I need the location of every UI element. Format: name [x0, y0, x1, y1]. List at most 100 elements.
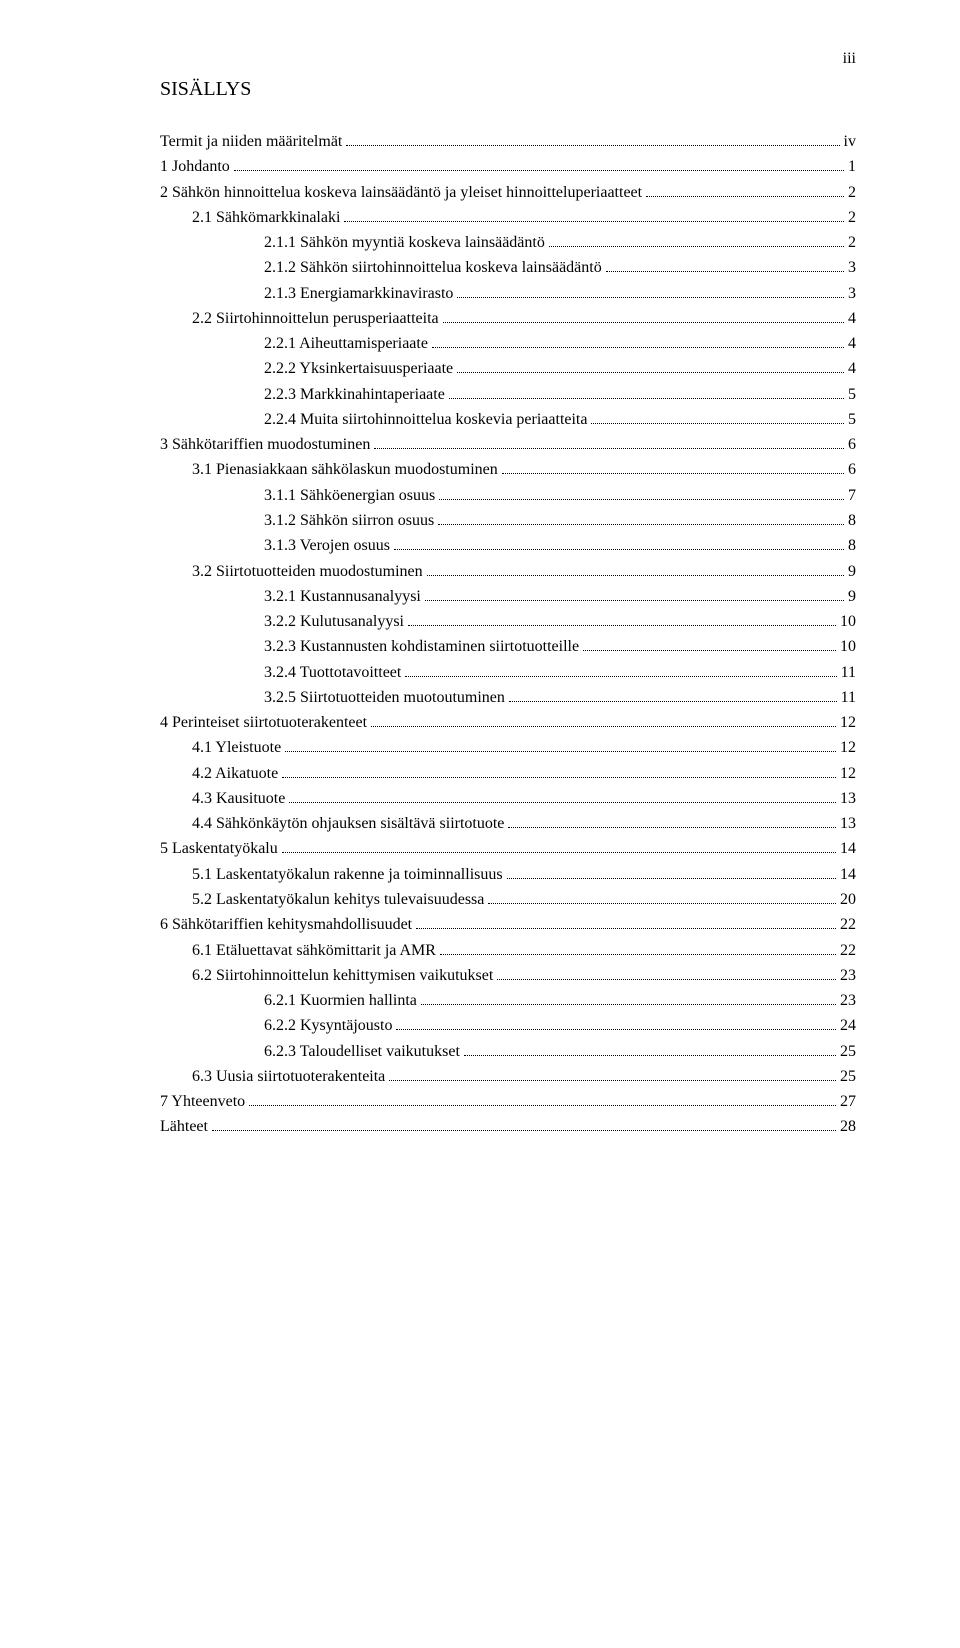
toc-entry-page: 2 [848, 230, 856, 255]
toc-entry-page: 12 [840, 735, 856, 760]
toc-leader-dots [416, 928, 836, 929]
toc-entry-page: 6 [848, 432, 856, 457]
toc-entry-page: 2 [848, 205, 856, 230]
toc-entry-page: 3 [848, 281, 856, 306]
toc-row: 7 Yhteenveto27 [160, 1089, 856, 1114]
toc-row: 4.4 Sähkönkäytön ohjauksen sisältävä sii… [160, 811, 856, 836]
toc-entry-page: 20 [840, 887, 856, 912]
toc-leader-dots [464, 1055, 836, 1056]
toc-entry-label: 2.2 Siirtohinnoittelun perusperiaatteita [192, 306, 439, 331]
toc-entry-page: 6 [848, 457, 856, 482]
toc-entry-label: 6.2.2 Kysyntäjousto [264, 1013, 392, 1038]
toc-row: 2.2 Siirtohinnoittelun perusperiaatteita… [160, 306, 856, 331]
toc-row: 2.2.3 Markkinahintaperiaate 5 [160, 382, 856, 407]
toc-row: 5.2 Laskentatyökalun kehitys tulevaisuud… [160, 887, 856, 912]
toc-leader-dots [439, 499, 844, 500]
toc-entry-label: 2.2.3 Markkinahintaperiaate [264, 382, 445, 407]
toc-entry-label: 3.2.1 Kustannusanalyysi [264, 584, 421, 609]
toc-row: 6.2.2 Kysyntäjousto 24 [160, 1013, 856, 1038]
toc-leader-dots [438, 524, 844, 525]
toc-entry-page: 8 [848, 508, 856, 533]
toc-entry-page: 9 [848, 584, 856, 609]
toc-leader-dots [549, 246, 844, 247]
toc-leader-dots [282, 777, 836, 778]
toc-row: 3.2.5 Siirtotuotteiden muotoutuminen11 [160, 685, 856, 710]
toc-row: 3.2.3 Kustannusten kohdistaminen siirtot… [160, 634, 856, 659]
toc-leader-dots [212, 1130, 836, 1131]
toc-leader-dots [346, 145, 839, 146]
toc-leader-dots [509, 701, 837, 702]
toc-entry-label: 1 Johdanto [160, 154, 230, 179]
toc-leader-dots [591, 423, 844, 424]
toc-entry-page: 22 [840, 938, 856, 963]
toc-leader-dots [502, 473, 844, 474]
toc-entry-page: 28 [840, 1114, 856, 1139]
toc-entry-label: 3.1.3 Verojen osuus [264, 533, 390, 558]
toc-row: 3.1.1 Sähköenergian osuus7 [160, 483, 856, 508]
toc-leader-dots [282, 852, 836, 853]
toc-row: 6.2.3 Taloudelliset vaikutukset 25 [160, 1039, 856, 1064]
page-number: iii [843, 50, 856, 68]
toc-entry-page: 5 [848, 382, 856, 407]
toc-row: Lähteet28 [160, 1114, 856, 1139]
toc-entry-label: 5 Laskentatyökalu [160, 836, 278, 861]
toc-row: 6.1 Etäluettavat sähkömittarit ja AMR22 [160, 938, 856, 963]
toc-leader-dots [374, 448, 844, 449]
toc-entry-label: 6.2.1 Kuormien hallinta [264, 988, 417, 1013]
toc-leader-dots [396, 1029, 836, 1030]
toc-entry-page: 11 [841, 685, 856, 710]
toc-leader-dots [440, 954, 836, 955]
toc-entry-label: 7 Yhteenveto [160, 1089, 245, 1114]
toc-leader-dots [427, 575, 844, 576]
toc-entry-label: 4.1 Yleistuote [192, 735, 281, 760]
toc-entry-label: 3 Sähkötariffien muodostuminen [160, 432, 370, 457]
table-of-contents: Termit ja niiden määritelmätiv1 Johdanto… [160, 129, 856, 1140]
toc-entry-label: 2 Sähkön hinnoittelua koskeva lainsäädän… [160, 180, 642, 205]
toc-entry-page: 25 [840, 1039, 856, 1064]
toc-leader-dots [425, 600, 844, 601]
toc-entry-page: 10 [840, 634, 856, 659]
toc-row: 4 Perinteiset siirtotuoterakenteet12 [160, 710, 856, 735]
toc-leader-dots [488, 903, 836, 904]
toc-entry-page: 1 [848, 154, 856, 179]
toc-entry-page: 22 [840, 912, 856, 937]
toc-row: 3 Sähkötariffien muodostuminen 6 [160, 432, 856, 457]
toc-entry-label: 4.3 Kausituote [192, 786, 285, 811]
toc-leader-dots [389, 1080, 836, 1081]
toc-row: 2 Sähkön hinnoittelua koskeva lainsäädän… [160, 180, 856, 205]
toc-entry-page: 24 [840, 1013, 856, 1038]
toc-leader-dots [285, 751, 836, 752]
toc-entry-page: 4 [848, 306, 856, 331]
toc-entry-label: 6 Sähkötariffien kehitysmahdollisuudet [160, 912, 412, 937]
toc-leader-dots [497, 979, 836, 980]
toc-entry-label: 6.2.3 Taloudelliset vaikutukset [264, 1039, 460, 1064]
toc-entry-page: 10 [840, 609, 856, 634]
toc-leader-dots [234, 170, 844, 171]
toc-leader-dots [432, 347, 844, 348]
toc-entry-page: 12 [840, 761, 856, 786]
toc-row: 2.2.4 Muita siirtohinnoittelua koskevia … [160, 407, 856, 432]
toc-entry-label: 3.1.2 Sähkön siirron osuus [264, 508, 434, 533]
toc-entry-page: 25 [840, 1064, 856, 1089]
toc-entry-label: 3.2 Siirtotuotteiden muodostuminen [192, 559, 423, 584]
toc-row: 3.2.2 Kulutusanalyysi10 [160, 609, 856, 634]
toc-leader-dots [606, 271, 844, 272]
toc-row: 3.2.4 Tuottotavoitteet11 [160, 660, 856, 685]
toc-entry-page: 7 [848, 483, 856, 508]
toc-leader-dots [457, 297, 844, 298]
toc-entry-label: 3.1 Pienasiakkaan sähkölaskun muodostumi… [192, 457, 498, 482]
toc-entry-label: 2.2.1 Aiheuttamisperiaate [264, 331, 428, 356]
toc-row: Termit ja niiden määritelmätiv [160, 129, 856, 154]
toc-leader-dots [289, 802, 836, 803]
toc-entry-page: 8 [848, 533, 856, 558]
toc-row: 4.2 Aikatuote12 [160, 761, 856, 786]
toc-leader-dots [449, 398, 844, 399]
toc-leader-dots [405, 676, 836, 677]
toc-leader-dots [507, 878, 836, 879]
toc-leader-dots [421, 1004, 836, 1005]
toc-entry-page: 11 [841, 660, 856, 685]
toc-row: 2.2.2 Yksinkertaisuusperiaate4 [160, 356, 856, 381]
toc-entry-label: 4 Perinteiset siirtotuoterakenteet [160, 710, 367, 735]
toc-entry-page: 23 [840, 963, 856, 988]
toc-entry-page: 14 [840, 836, 856, 861]
